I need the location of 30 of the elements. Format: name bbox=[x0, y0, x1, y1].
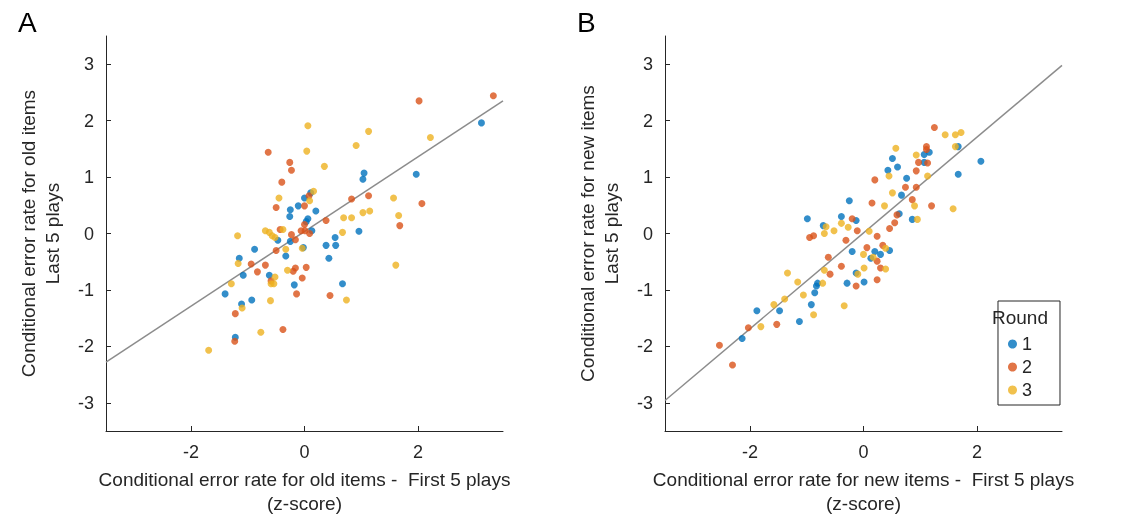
x-tick-label: -2 bbox=[742, 442, 759, 462]
legend-label: 2 bbox=[1021, 357, 1032, 377]
y-tick-label: -3 bbox=[636, 392, 653, 413]
x-tick-label: -2 bbox=[183, 442, 200, 462]
chart-title: B bbox=[577, 6, 596, 38]
y-tick-label: 1 bbox=[642, 167, 653, 188]
chart-title: A bbox=[18, 6, 37, 38]
y-tick-label: -2 bbox=[636, 336, 653, 357]
x-axis-title: Conditional error rate for old items - First 5 plays (z-score) bbox=[98, 468, 511, 514]
legend-label: 3 bbox=[1021, 380, 1032, 400]
y-axis-title: Conditional error rate for old items Last 5 plays bbox=[17, 89, 63, 378]
x-tick-label: 0 bbox=[858, 442, 869, 462]
x-axis-title: Conditional error rate for new items - First 5 plays (z-score) bbox=[652, 468, 1075, 514]
y-tick-label: 2 bbox=[83, 110, 94, 131]
y-tick-label: -1 bbox=[77, 279, 94, 300]
legend-title: Round bbox=[992, 307, 1049, 328]
y-tick-label: -1 bbox=[636, 279, 653, 300]
legend-label: 1 bbox=[1021, 334, 1032, 354]
y-axis-title: Conditional error rate for new items Last 5 plays bbox=[576, 85, 622, 382]
y-tick-label: 3 bbox=[642, 54, 653, 75]
x-tick-label: 2 bbox=[412, 442, 423, 462]
y-tick-label: -3 bbox=[77, 392, 94, 413]
y-tick-label: 1 bbox=[83, 167, 94, 188]
x-tick-label: 2 bbox=[971, 442, 982, 462]
y-tick-label: -2 bbox=[77, 336, 94, 357]
x-tick-label: 0 bbox=[299, 442, 310, 462]
y-tick-label: 3 bbox=[83, 54, 94, 75]
y-tick-label: 0 bbox=[83, 223, 94, 244]
y-tick-label: 2 bbox=[642, 110, 653, 131]
y-tick-label: 0 bbox=[642, 223, 653, 244]
